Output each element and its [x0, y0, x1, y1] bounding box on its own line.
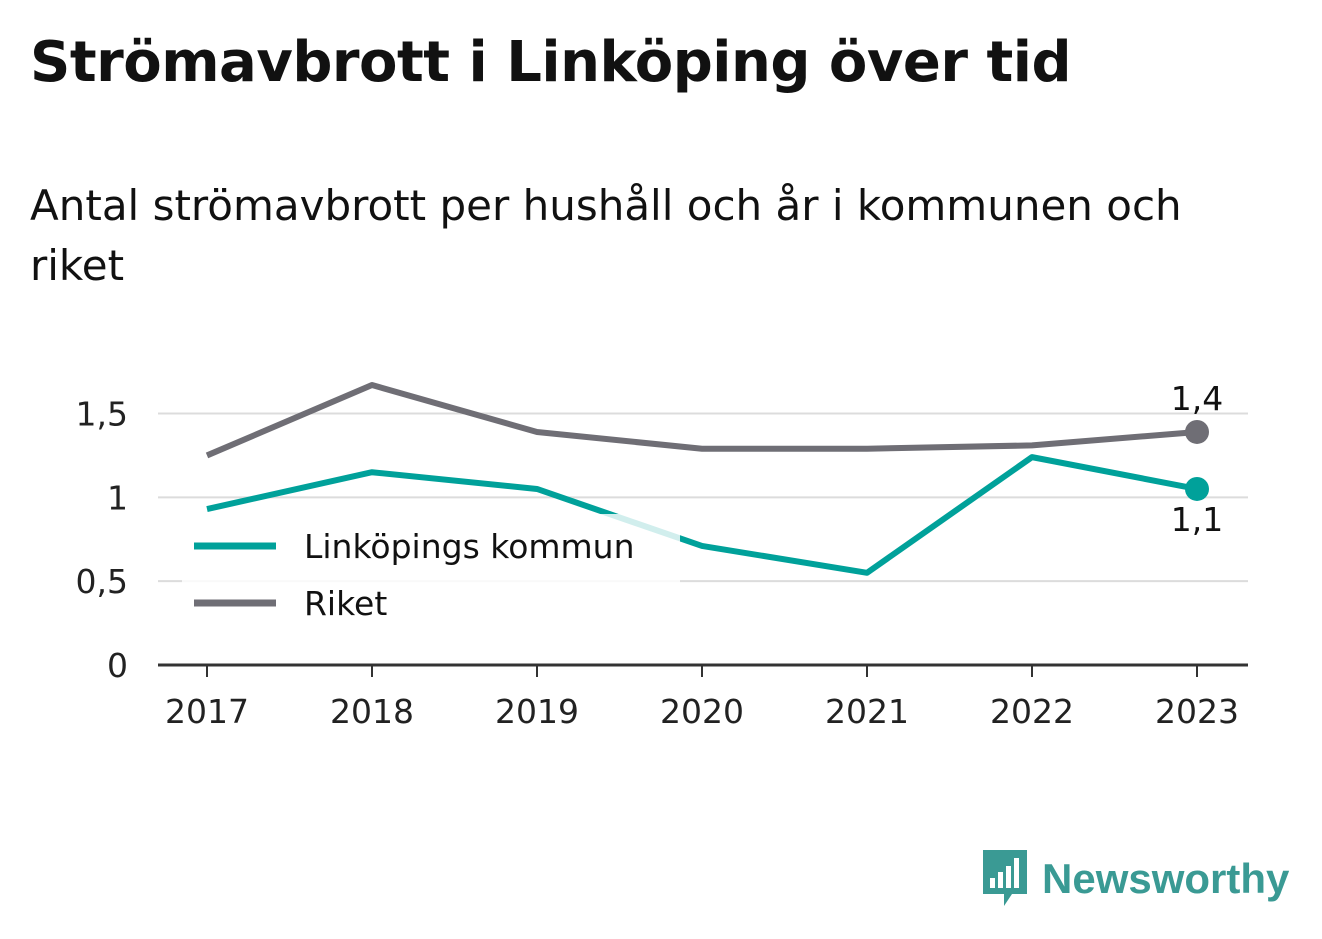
- legend: Linköpings kommun Riket: [182, 514, 680, 632]
- y-tick-label: 1,5: [76, 395, 128, 434]
- y-tick-label: 0: [107, 646, 128, 685]
- y-tick-label: 1: [107, 478, 128, 517]
- end-labels: 1,1 1,4: [1171, 379, 1223, 539]
- brand-logo: Newsworthy: [980, 848, 1289, 910]
- legend-background: [182, 514, 680, 632]
- y-axis-labels: 0 0,5 1 1,5: [76, 395, 128, 685]
- newsworthy-chart-icon: [983, 850, 1027, 906]
- y-tick-label: 0,5: [76, 562, 128, 601]
- x-tick-label: 2017: [165, 692, 249, 731]
- x-tick-label: 2018: [330, 692, 414, 731]
- chart-title: Strömavbrott i Linköping över tid: [30, 30, 1072, 95]
- series-line: [206, 454, 1198, 576]
- brand-name: Newsworthy: [1042, 855, 1290, 902]
- chart-subtitle: Antal strömavbrott per hushåll och år i …: [30, 181, 1182, 290]
- x-axis: 2017 2018 2019 2020 2021 2022 2023: [158, 663, 1248, 731]
- end-value-label: 1,4: [1171, 379, 1223, 418]
- series-lines: [205, 382, 1209, 576]
- end-value-label: 1,1: [1171, 500, 1223, 539]
- x-tick-label: 2021: [825, 692, 909, 731]
- legend-label: Riket: [304, 584, 387, 623]
- legend-label: Linköpings kommun: [304, 527, 635, 566]
- x-tick-label: 2022: [990, 692, 1074, 731]
- series-end-point: [1185, 476, 1209, 501]
- x-tick-label: 2019: [495, 692, 579, 731]
- series-end-point: [1185, 419, 1209, 444]
- x-tick-label: 2023: [1155, 692, 1239, 731]
- series-line: [205, 382, 1198, 459]
- x-tick-label: 2020: [660, 692, 744, 731]
